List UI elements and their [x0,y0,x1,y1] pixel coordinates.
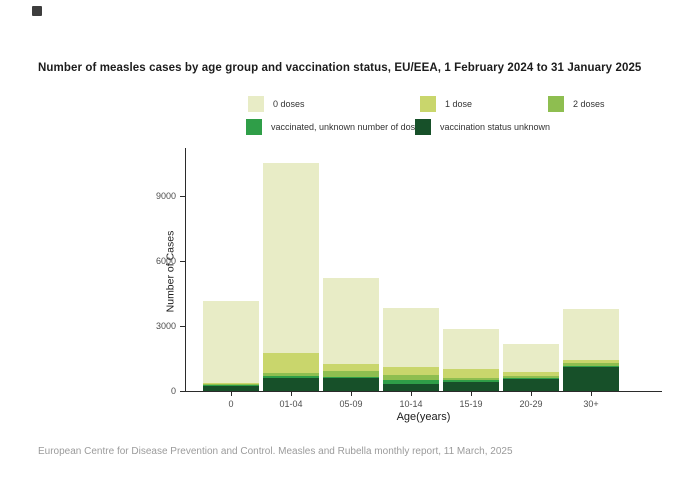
y-tick-label: 9000 [155,191,176,201]
y-tick-label: 6000 [155,256,176,266]
bar-segment-20-29 [503,372,559,377]
x-tick-label: 0 [228,399,234,409]
bar-segment-05-09 [323,378,379,391]
legend-item: 0 doses [248,96,305,112]
bar-segment-15-19 [443,380,499,382]
legend-item: 2 doses [548,96,605,112]
legend-swatch-icon [248,96,264,112]
bar-segment-30+ [563,309,619,360]
y-tick-mark [180,196,185,197]
bar-segment-0 [203,384,259,386]
source-note: European Centre for Disease Prevention a… [38,446,513,457]
x-tick-label: 20-29 [519,399,543,409]
bar-segment-01-04 [263,352,319,374]
bar-segment-15-19 [443,378,499,381]
bar-segment-10-14 [383,375,439,381]
legend-swatch-icon [548,96,564,112]
legend-item: vaccinated, unknown number of doses [246,119,425,135]
legend-label: vaccination status unknown [440,122,551,132]
legend-label: 1 dose [445,99,473,109]
bar-segment-20-29 [503,343,559,373]
legend-swatch-icon [420,96,436,112]
x-tick-label: 05-09 [339,399,363,409]
legend-item: vaccination status unknown [415,119,550,135]
x-tick-label: 01-04 [279,399,303,409]
y-tick-label: 3000 [155,321,176,331]
bar-segment-05-09 [323,278,379,365]
x-tick-label: 10-14 [399,399,423,409]
x-tick-label: 15-19 [459,399,483,409]
bar-segment-15-19 [443,329,499,370]
bar-segment-0 [203,385,259,391]
x-tick-label: 30+ [583,399,599,409]
x-axis-line [185,391,662,392]
y-tick-mark [180,391,185,392]
x-tick-mark [231,392,232,396]
bar-segment-10-14 [383,367,439,376]
legend-item: 1 dose [420,96,472,112]
bar-segment-0 [203,301,259,383]
y-tick-mark [180,261,185,262]
legend-label: vaccinated, unknown number of doses [271,122,425,132]
bar-segment-20-29 [503,376,559,378]
y-axis-line [185,148,186,392]
window-mark-icon [32,6,42,16]
y-tick-label: 0 [170,386,176,396]
bar-segment-15-19 [443,382,499,391]
bar-segment-20-29 [503,378,559,391]
bar-segment-30+ [563,362,619,366]
bar-segment-10-14 [383,308,439,368]
bar-segment-30+ [563,365,619,367]
bar-segment-20-29 [503,378,559,379]
chart-title: Number of measles cases by age group and… [38,62,642,74]
y-tick-mark [180,326,185,327]
bar-segment-0 [203,383,259,385]
legend-label: 0 doses [273,99,305,109]
x-tick-mark [591,392,592,396]
x-tick-mark [291,392,292,396]
bar-segment-01-04 [263,162,319,353]
legend-label: 2 doses [573,99,605,109]
legend-swatch-icon [415,119,431,135]
bar-segment-0 [203,382,259,384]
x-axis-title: Age(years) [396,411,451,423]
legend-swatch-icon [246,119,262,135]
bar-segment-05-09 [323,376,379,378]
bar-segment-15-19 [443,369,499,379]
bar-segment-05-09 [323,371,379,377]
bar-segment-30+ [563,359,619,363]
bar-segment-01-04 [263,373,319,376]
bar-segment-10-14 [383,384,439,391]
x-tick-mark [351,392,352,396]
bar-segment-30+ [563,366,619,391]
x-tick-mark [531,392,532,396]
bar-segment-01-04 [263,377,319,391]
bar-segment-01-04 [263,375,319,378]
bar-segment-10-14 [383,380,439,385]
x-tick-mark [411,392,412,396]
x-tick-mark [471,392,472,396]
bar-segment-05-09 [323,364,379,372]
